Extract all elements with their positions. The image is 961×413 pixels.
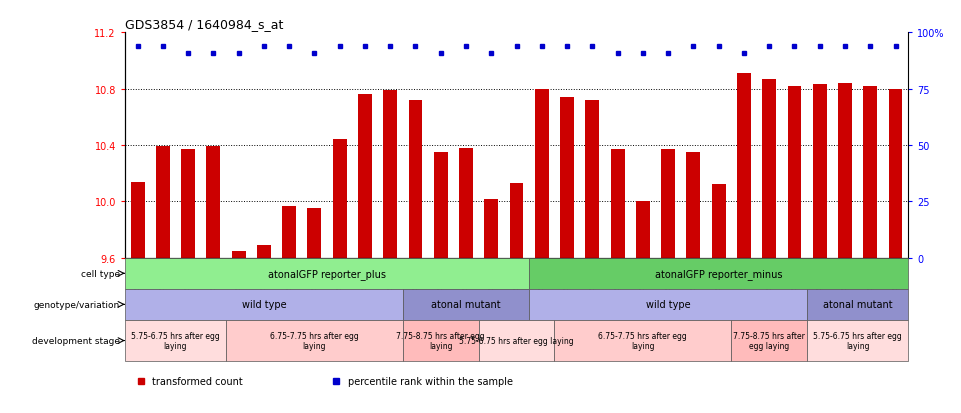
Bar <box>207 147 220 258</box>
Text: wild type: wild type <box>241 299 286 310</box>
Bar <box>131 182 144 258</box>
Bar <box>333 140 347 258</box>
Text: 6.75-7.75 hrs after egg
laying: 6.75-7.75 hrs after egg laying <box>270 331 358 350</box>
Bar <box>762 79 776 258</box>
Bar <box>807 320 908 361</box>
Bar <box>838 84 852 258</box>
Text: atonalGFP reporter_plus: atonalGFP reporter_plus <box>268 268 386 279</box>
Bar <box>125 289 403 320</box>
Text: development stage: development stage <box>32 336 120 345</box>
Bar <box>125 258 530 289</box>
Bar <box>863 86 877 258</box>
Bar <box>403 320 479 361</box>
Bar <box>408 100 423 258</box>
Bar <box>610 150 625 258</box>
Bar <box>181 150 195 258</box>
Bar <box>661 150 675 258</box>
Text: 5.75-6.75 hrs after egg
laying: 5.75-6.75 hrs after egg laying <box>131 331 220 350</box>
Text: atonalGFP reporter_minus: atonalGFP reporter_minus <box>654 268 782 279</box>
Text: genotype/variation: genotype/variation <box>34 300 120 309</box>
Text: percentile rank within the sample: percentile rank within the sample <box>348 376 513 386</box>
Text: atonal mutant: atonal mutant <box>823 299 893 310</box>
Bar <box>712 185 726 258</box>
Bar <box>636 202 650 258</box>
Text: 6.75-7.75 hrs after egg
laying: 6.75-7.75 hrs after egg laying <box>599 331 687 350</box>
Bar <box>358 95 372 258</box>
Bar <box>232 251 246 258</box>
Bar <box>156 147 170 258</box>
Bar <box>585 100 600 258</box>
Bar <box>889 89 902 258</box>
Bar <box>283 206 296 258</box>
Bar <box>383 91 397 258</box>
Bar <box>530 258 908 289</box>
Bar <box>125 320 226 361</box>
Bar <box>686 153 701 258</box>
Bar <box>509 183 524 258</box>
Bar <box>257 245 271 258</box>
Bar <box>308 209 321 258</box>
Bar <box>484 199 498 258</box>
Text: 7.75-8.75 hrs after
egg laying: 7.75-8.75 hrs after egg laying <box>733 331 805 350</box>
Bar <box>560 98 574 258</box>
Text: GDS3854 / 1640984_s_at: GDS3854 / 1640984_s_at <box>125 17 283 31</box>
Text: 7.75-8.75 hrs after egg
laying: 7.75-8.75 hrs after egg laying <box>397 331 485 350</box>
Bar <box>554 320 731 361</box>
Bar <box>807 289 908 320</box>
Bar <box>479 320 554 361</box>
Text: 5.75-6.75 hrs after egg laying: 5.75-6.75 hrs after egg laying <box>459 336 574 345</box>
Text: atonal mutant: atonal mutant <box>431 299 501 310</box>
Bar <box>731 320 807 361</box>
Bar <box>226 320 403 361</box>
Bar <box>459 148 473 258</box>
Bar <box>813 85 826 258</box>
Bar <box>535 89 549 258</box>
Text: wild type: wild type <box>646 299 690 310</box>
Text: 5.75-6.75 hrs after egg
laying: 5.75-6.75 hrs after egg laying <box>813 331 902 350</box>
Bar <box>737 74 751 258</box>
Text: transformed count: transformed count <box>153 376 243 386</box>
Bar <box>403 289 530 320</box>
Bar <box>433 153 448 258</box>
Bar <box>530 289 807 320</box>
Bar <box>787 86 801 258</box>
Text: cell type: cell type <box>81 269 120 278</box>
